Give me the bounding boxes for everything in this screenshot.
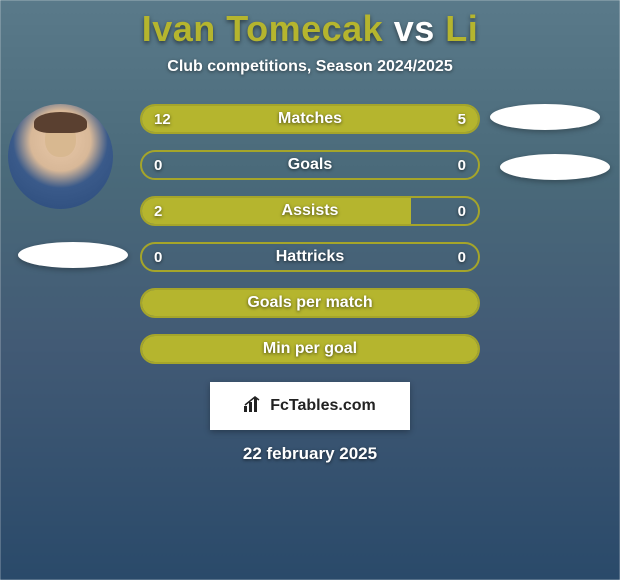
stat-row: Goals per match	[140, 288, 480, 318]
stat-bars: 12Matches50Goals02Assists00Hattricks0Goa…	[140, 104, 480, 364]
stat-value-right: 0	[458, 203, 466, 220]
footer-date: 22 february 2025	[0, 444, 620, 464]
stat-label: Goals per match	[142, 294, 478, 312]
stat-label: Hattricks	[142, 248, 478, 266]
player2-badge-ellipse-1	[490, 104, 600, 130]
stat-label: Assists	[142, 202, 478, 220]
player1-photo	[8, 104, 113, 209]
page-title: Ivan Tomecak vs Li	[0, 8, 620, 50]
stat-row: 2Assists0	[140, 196, 480, 226]
title-player1: Ivan Tomecak	[142, 8, 383, 49]
content-container: Ivan Tomecak vs Li Club competitions, Se…	[0, 0, 620, 580]
player2-badge-ellipse-2	[500, 154, 610, 180]
stat-value-right: 5	[458, 111, 466, 128]
stat-row: Min per goal	[140, 334, 480, 364]
stat-value-right: 0	[458, 249, 466, 266]
stat-label: Goals	[142, 156, 478, 174]
subtitle: Club competitions, Season 2024/2025	[0, 58, 620, 76]
stat-row: 0Hattricks0	[140, 242, 480, 272]
chart-icon	[244, 396, 264, 417]
stat-row: 12Matches5	[140, 104, 480, 134]
title-player2: Li	[445, 8, 478, 49]
title-vs: vs	[394, 8, 435, 49]
stat-row: 0Goals0	[140, 150, 480, 180]
stat-value-right: 0	[458, 157, 466, 174]
stat-label: Min per goal	[142, 340, 478, 358]
brand-footer: FcTables.com	[210, 382, 410, 430]
player1-badge-ellipse	[18, 242, 128, 268]
brand-text: FcTables.com	[270, 397, 376, 415]
stat-label: Matches	[142, 110, 478, 128]
comparison-chart: 12Matches50Goals02Assists00Hattricks0Goa…	[0, 104, 620, 364]
